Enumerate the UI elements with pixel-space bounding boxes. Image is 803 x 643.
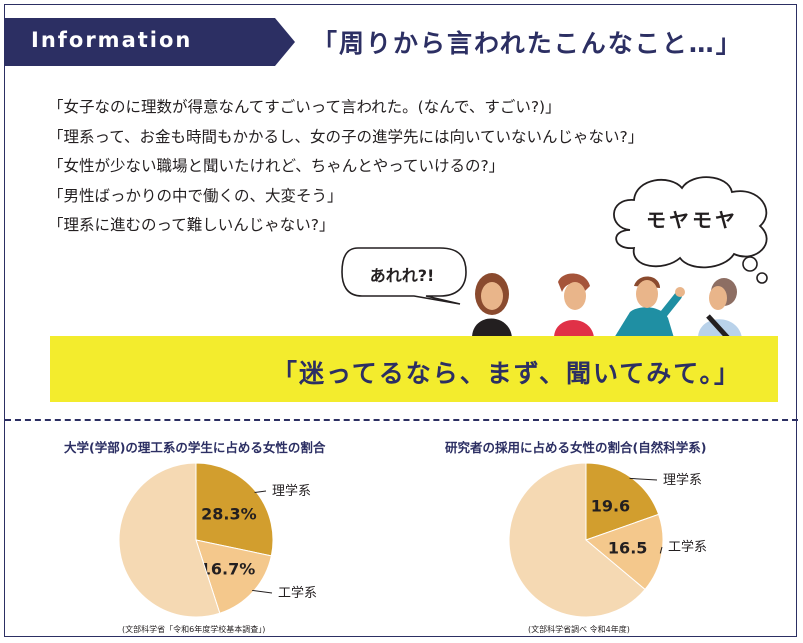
person-icon: [472, 273, 512, 338]
quote-item: 「理系に進むのって難しいんじゃない?」: [48, 216, 335, 234]
information-badge: Information: [5, 18, 295, 66]
information-label: Information: [31, 28, 193, 52]
banner-text: 「迷ってるなら、まず、聞いてみて。」: [272, 359, 742, 388]
chart-title-students: 大学(学部)の理工系の学生に占める女性の割合: [64, 440, 326, 455]
pie-leader-line: [252, 589, 273, 594]
pie-slice: [195, 539, 272, 614]
speech-bubble-icon: [341, 247, 467, 305]
page-headline: 「周りから言われたこんなこと…」: [312, 29, 743, 58]
pie-value-label: 19.6: [591, 496, 630, 515]
speech-bubble-text: あれれ?!: [369, 266, 435, 285]
quote-item: 「女子なのに理数が得意なんてすごいって言われた。(なんで、すごい?)」: [48, 98, 561, 116]
pie-leader-line: [659, 546, 663, 554]
pie-slice: [118, 462, 221, 618]
pie-category-label: 理学系: [272, 483, 311, 499]
person-icon: [698, 278, 742, 338]
pie-value-label: 16.5: [608, 539, 647, 558]
pie-category-label: 理学系: [663, 472, 702, 488]
person-icon: [614, 276, 685, 338]
chart-title-researchers: 研究者の採用に占める女性の割合(自然科学系): [445, 440, 707, 455]
people-illustration: [472, 273, 742, 338]
pie-slice: [195, 462, 274, 557]
pie-value-label: 28.3%: [201, 504, 257, 523]
pie-leader-line: [629, 477, 658, 481]
pie-slice: [508, 462, 646, 618]
section-divider: [5, 419, 798, 421]
pie-category-label: 工学系: [278, 585, 317, 601]
chart-source-researchers: (文部科学省調べ 令和4年度): [528, 625, 630, 634]
page-frame: [4, 4, 797, 637]
quote-item: 「理系って、お金も時間もかかるし、女の子の進学先には向いていないんじゃない?」: [48, 127, 644, 146]
call-to-action-banner: 「迷ってるなら、まず、聞いてみて。」: [50, 336, 778, 402]
person-icon: [554, 273, 594, 338]
quote-list: 「女子なのに理数が得意なんてすごいって言われた。(なんで、すごい?)」 「理系っ…: [48, 93, 643, 241]
pie-category-label: 工学系: [668, 539, 707, 555]
thought-cloud-text: モヤモヤ: [646, 208, 738, 232]
pie-leader-line: [254, 490, 267, 493]
chart-source-students: (文部科学省「令和6年度学校基本調査」): [122, 625, 266, 634]
pie-value-label: 16.7%: [200, 559, 256, 578]
thought-cloud-icon: [613, 176, 768, 284]
quote-item: 「女性が少ない職場と聞いたけれど、ちゃんとやっていけるの?」: [48, 157, 505, 175]
pie-slice: [585, 513, 664, 591]
quote-item: 「男性ばっかりの中で働くの、大変そう」: [48, 186, 343, 205]
